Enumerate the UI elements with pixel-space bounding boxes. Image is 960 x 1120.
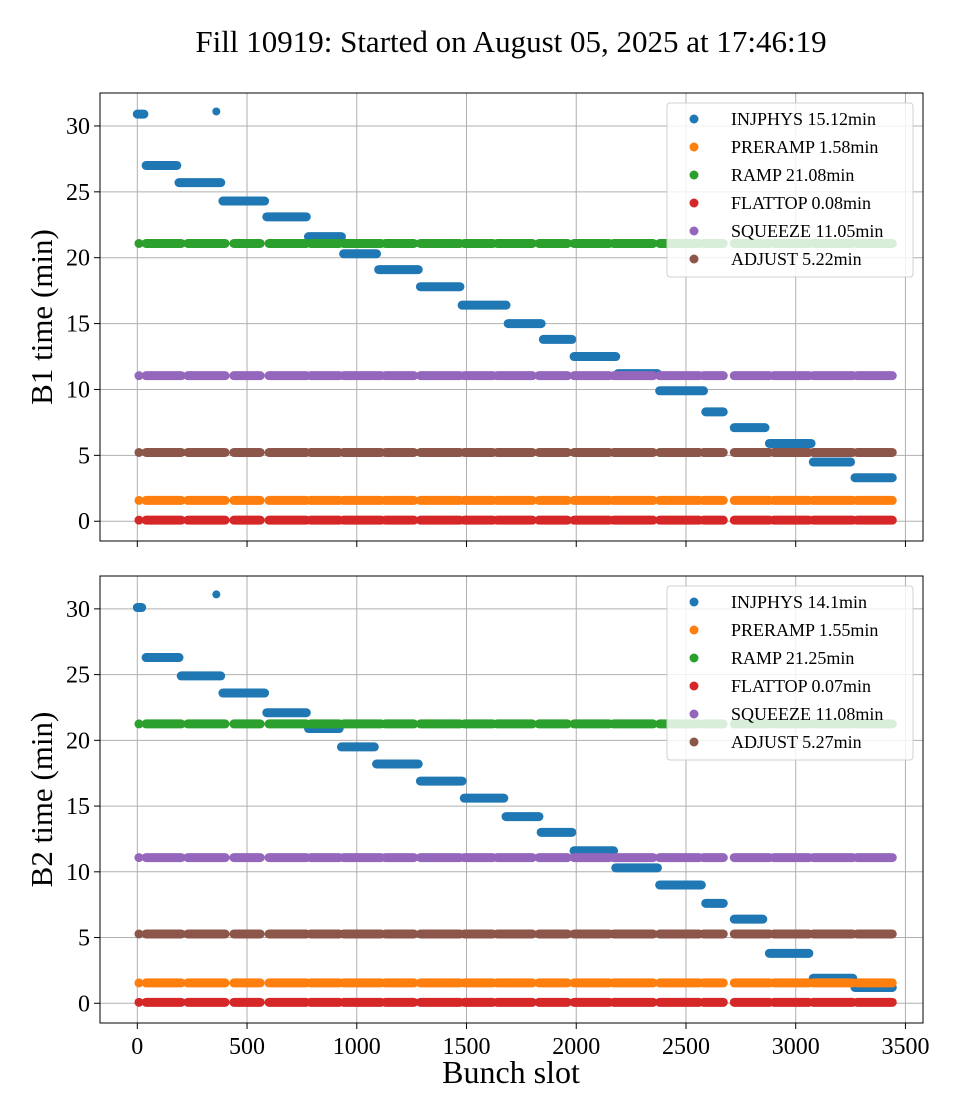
legend-label: RAMP 21.25min [731, 648, 854, 668]
legend-box [666, 102, 914, 278]
y-tick-label: 30 [66, 114, 90, 140]
data-point [134, 371, 144, 381]
legend-marker [689, 226, 699, 236]
legend-marker [689, 625, 699, 635]
data-point [134, 495, 144, 505]
data-point [134, 853, 144, 863]
data-point [134, 719, 144, 729]
series-squeeze [134, 371, 897, 381]
data-point [134, 447, 144, 457]
x-tick-label: 500 [229, 1034, 265, 1060]
series-adjust [134, 447, 897, 457]
x-tick-label: 0 [131, 1034, 143, 1060]
legend-marker [689, 114, 699, 124]
series-injphys [132, 590, 897, 993]
x-axis-label: Bunch slot [442, 1054, 580, 1090]
y-tick-label: 20 [66, 246, 90, 272]
data-point [134, 515, 144, 525]
legend-label: SQUEEZE 11.05min [731, 221, 883, 241]
data-point [212, 590, 221, 599]
plot-frame [99, 92, 924, 542]
x-tick-label: 2000 [552, 1034, 600, 1060]
y-axis-label: B1 time (min) [24, 229, 59, 405]
series-squeeze [134, 853, 897, 863]
y-tick-label: 0 [78, 991, 90, 1017]
panel-b2: 0 5 10 15 20 25 30 0 500 1000 1500 2000 2500 3000 3500… [24, 575, 929, 1060]
y-axis-label: B2 time (min) [24, 712, 59, 888]
legend-label: PRERAMP 1.58min [731, 137, 878, 157]
series-flattop [134, 997, 897, 1007]
legend-label: ADJUST 5.22min [731, 249, 862, 269]
x-tick-label: 3000 [772, 1034, 820, 1060]
legend-box [666, 585, 914, 761]
legend-label: SQUEEZE 11.08min [731, 704, 883, 724]
data-point [134, 978, 144, 988]
legend-label: INJPHYS 14.1min [731, 592, 867, 612]
y-tick-label: 25 [66, 180, 90, 206]
y-tick-label: 5 [78, 443, 90, 469]
data-point [212, 107, 221, 116]
y-tick-label: 10 [66, 860, 90, 886]
y-tick-label: 10 [66, 377, 90, 403]
legend-label: ADJUST 5.27min [731, 732, 862, 752]
x-tick-label: 1500 [443, 1034, 491, 1060]
y-tick-label: 15 [66, 794, 90, 820]
legend-label: INJPHYS 15.12min [731, 109, 876, 129]
y-tick-label: 25 [66, 663, 90, 689]
series-adjust [134, 929, 897, 939]
y-tick-label: 30 [66, 597, 90, 623]
data-point [134, 238, 144, 248]
x-tick-label: 1000 [333, 1034, 381, 1060]
legend-label: FLATTOP 0.08min [731, 193, 871, 213]
legend-marker [689, 709, 699, 719]
y-tick-label: 5 [78, 926, 90, 952]
series-preramp [134, 495, 897, 505]
legend-marker [689, 737, 699, 747]
legend: INJPHYS 15.12min PRERAMP 1.58min RAMP 21.0… [666, 102, 914, 278]
legend: INJPHYS 14.1min PRERAMP 1.55min RAMP 21.25… [666, 585, 914, 761]
y-tick-label: 15 [66, 312, 90, 338]
figure-title: Fill 10919: Started on August 05, 2025 a… [195, 24, 826, 59]
legend-label: PRERAMP 1.55min [731, 620, 878, 640]
x-tick-label: 2500 [662, 1034, 710, 1060]
legend-marker [689, 254, 699, 264]
legend-marker [689, 198, 699, 208]
panel-b1: 0 5 10 15 20 25 30 B1 time (min) INJPHYS 15.12mi… [24, 92, 924, 547]
plot-frame [99, 575, 924, 1024]
data-point [134, 929, 144, 939]
legend-marker [689, 597, 699, 607]
y-tick-label: 0 [78, 509, 90, 535]
data-point [134, 997, 144, 1007]
legend-marker [689, 681, 699, 691]
legend-marker [689, 142, 699, 152]
legend-marker [689, 170, 699, 180]
series-flattop [134, 515, 897, 525]
y-tick-label: 20 [66, 728, 90, 754]
series-preramp [134, 978, 897, 988]
legend-label: FLATTOP 0.07min [731, 676, 871, 696]
legend-label: RAMP 21.08min [731, 165, 854, 185]
x-tick-label: 3500 [881, 1034, 929, 1060]
legend-marker [689, 653, 699, 663]
